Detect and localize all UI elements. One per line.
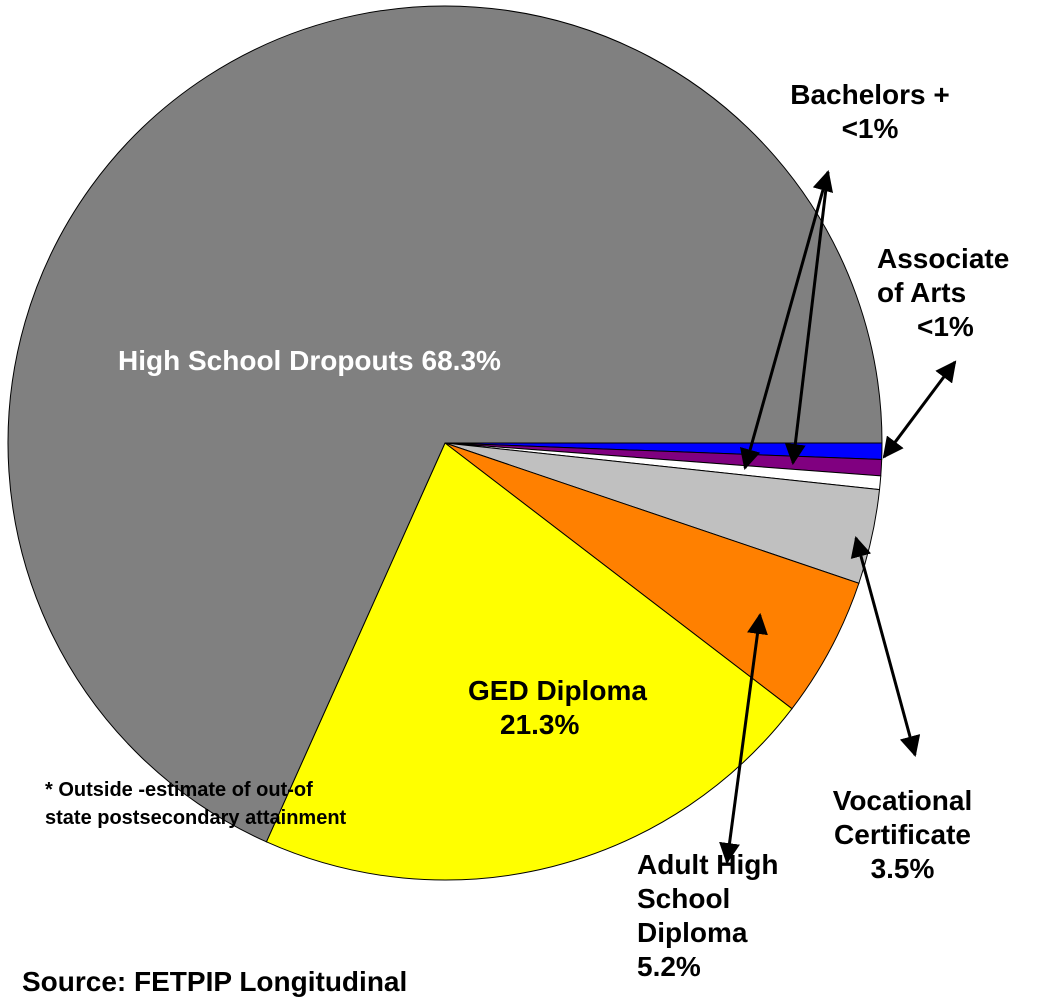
arrow (784, 171, 830, 466)
slice-label: GED Diploma 21.3% (468, 674, 708, 742)
value-label: 5.2% (637, 951, 701, 982)
category-label: Adult High School Diploma (637, 849, 779, 948)
value-label: 68.3% (421, 345, 501, 376)
value-label: 3.5% (870, 853, 935, 884)
arrows (719, 169, 957, 865)
source: Source: FETPIP Longitudinal (22, 966, 408, 997)
arrow (739, 169, 834, 471)
arrow (850, 535, 921, 758)
arrow (882, 360, 957, 459)
slice-label: High School Dropouts 68.3% (118, 344, 638, 378)
pie (7, 5, 883, 881)
slice-label: Associate of Arts <1% (877, 242, 1037, 344)
category-label: Bachelors + (790, 79, 950, 110)
category-label: Vocational Certificate (832, 785, 973, 850)
value-label: 21.3% (500, 709, 580, 740)
value-label: <1% (841, 113, 899, 144)
footnote: * Outside -estimate of out-of state post… (45, 779, 347, 829)
slice-label: Bachelors + <1% (760, 78, 980, 146)
slice-label: Adult High School Diploma 5.2% (637, 848, 802, 984)
slice-label: Vocational Certificate 3.5% (815, 784, 990, 886)
value-label: <1% (917, 311, 974, 342)
category-label: Associate of Arts (877, 243, 1010, 308)
arrow (719, 612, 768, 865)
category-label: GED Diploma (468, 675, 647, 706)
category-label: High School Dropouts (118, 345, 414, 376)
